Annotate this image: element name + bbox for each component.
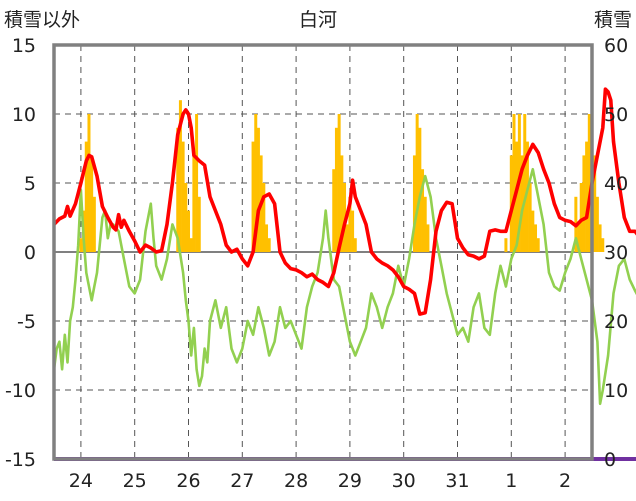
snow-bar: [251, 141, 255, 252]
right-tick-label: 10: [604, 380, 628, 402]
snow-bar: [504, 238, 508, 252]
snow-bar: [595, 196, 599, 252]
x-tick-label: 27: [230, 470, 254, 492]
frame-border: [52, 43, 594, 461]
x-tick-label: 26: [176, 470, 200, 492]
left-tick-label: -5: [17, 311, 36, 333]
snow-bar: [254, 114, 258, 252]
left-axis-title: 積雪以外: [4, 9, 80, 31]
snow-bar: [525, 141, 529, 252]
snow-bar: [265, 224, 269, 252]
left-tick-label: -10: [5, 380, 36, 402]
x-tick-label: 2: [559, 470, 571, 492]
snow-bar: [334, 127, 338, 252]
snow-bar: [421, 169, 425, 252]
snow-bar: [92, 196, 96, 252]
snow-bar: [351, 210, 355, 252]
snow-bar: [531, 210, 535, 252]
right-axis-title: 積雪: [594, 9, 632, 31]
x-tick-label: 24: [69, 470, 93, 492]
snow-bar: [332, 169, 336, 252]
series-lines: [52, 87, 636, 461]
snow-bar: [415, 114, 419, 252]
snow-bar: [267, 238, 271, 252]
left-tick-label: -15: [5, 449, 36, 471]
right-tick-label: 60: [604, 35, 628, 57]
snow-bar: [189, 238, 193, 252]
snow-bar: [340, 155, 344, 252]
snow-bar: [418, 127, 422, 252]
snow-bar: [181, 141, 185, 252]
snow-bar: [598, 224, 602, 252]
snow-bar: [79, 238, 83, 252]
snow-bar: [84, 141, 88, 252]
x-tick-label: 31: [445, 470, 469, 492]
snow-bar: [184, 183, 188, 252]
snow-bar: [423, 196, 427, 252]
snow-bar: [353, 238, 357, 252]
left-tick-label: 5: [24, 173, 36, 195]
x-tick-label: 1: [505, 470, 517, 492]
right-tick-label: 50: [604, 104, 628, 126]
snow-bar: [256, 127, 260, 252]
snow-bar: [197, 196, 201, 252]
left-tick-label: 0: [24, 242, 36, 264]
snow-bar: [262, 183, 266, 252]
snow-bar: [528, 183, 532, 252]
left-tick-label: 15: [12, 35, 36, 57]
x-tick-label: 25: [123, 470, 147, 492]
snow-bar: [412, 155, 416, 252]
snow-bar: [523, 114, 527, 252]
right-tick-label: 30: [604, 242, 628, 264]
snow-bar: [87, 114, 91, 252]
snow-bar: [192, 155, 196, 252]
left-tick-label: 10: [12, 104, 36, 126]
snow-bar: [534, 224, 538, 252]
snow-bar: [536, 238, 540, 252]
snow-bar: [579, 183, 583, 252]
snow-bar: [582, 155, 586, 252]
snow-bar: [178, 100, 182, 252]
snow-bar: [187, 210, 190, 252]
x-tick-label: 28: [284, 470, 308, 492]
snow-bar: [176, 127, 180, 252]
right-tick-label: 20: [604, 311, 628, 333]
snow-bar: [593, 155, 597, 252]
chart-title: 白河: [299, 9, 337, 31]
snow-bars: [79, 100, 605, 252]
snow-bar: [345, 224, 349, 252]
x-tick-label: 29: [338, 470, 362, 492]
snow-bar: [587, 114, 591, 252]
red-series-line: [52, 87, 636, 316]
snow-bar: [195, 114, 199, 252]
snow-bar: [426, 224, 430, 252]
right-tick-label: 0: [604, 449, 616, 471]
snow-bar: [348, 196, 352, 252]
snow-bar: [90, 155, 94, 252]
right-tick-label: 40: [604, 173, 628, 195]
snow-bar: [337, 114, 341, 252]
snow-bar: [577, 224, 581, 252]
snow-bar: [585, 141, 589, 252]
x-tick-label: 30: [392, 470, 416, 492]
snow-bar: [520, 155, 524, 252]
plot-frame: [52, 43, 594, 461]
snow-bar: [601, 238, 605, 252]
snow-bar: [512, 114, 516, 252]
